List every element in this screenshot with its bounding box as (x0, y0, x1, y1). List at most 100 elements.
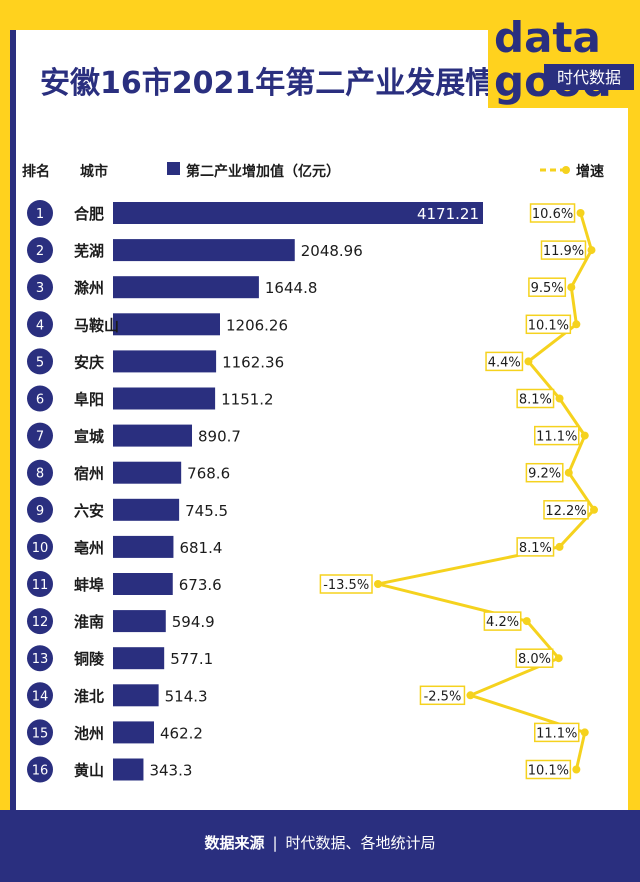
rank-number: 9 (36, 504, 44, 519)
growth-label: -13.5% (323, 578, 369, 593)
city-label: 马鞍山 (74, 316, 119, 334)
growth-point (522, 617, 531, 626)
chart: 排名 城市 第二产业增加值（亿元） 增速 4171.212048.961644.… (22, 162, 604, 783)
growth-label: 4.2% (486, 615, 519, 630)
bar-value-label: 890.7 (198, 428, 241, 446)
city-label: 合肥 (73, 205, 104, 223)
legend-bar-swatch (167, 162, 180, 175)
bar-value-label: 768.6 (187, 465, 230, 483)
bar-value-label: 4171.21 (417, 205, 479, 223)
bar-value-label: 343.3 (149, 762, 192, 780)
bar (113, 202, 483, 224)
bar (113, 461, 182, 484)
city-label: 蚌埠 (74, 576, 104, 594)
rank-number: 11 (32, 578, 49, 593)
growth-label-box (419, 685, 466, 706)
bar-value-label: 577.1 (170, 650, 213, 668)
growth-label: 9.5% (531, 281, 564, 296)
chart-title: 安徽16市2021年第二产业发展情况 (40, 66, 526, 101)
growth-point (374, 580, 382, 588)
bar (113, 424, 193, 447)
growth-label-box (319, 574, 373, 594)
card-left-accent (10, 30, 16, 810)
rank-number: 8 (36, 467, 44, 482)
footer (0, 810, 640, 882)
rank-badge (27, 571, 53, 597)
bar (113, 239, 295, 262)
growth-label: 8.1% (519, 393, 552, 408)
growth-label-box (516, 537, 555, 557)
growth-point (580, 431, 589, 440)
growth-label: 10.1% (528, 764, 569, 779)
bar-value-label: 594.9 (172, 613, 215, 631)
rank-badge (27, 311, 53, 338)
bar (113, 721, 154, 744)
city-label: 淮南 (74, 613, 104, 631)
growth-label-box (529, 203, 576, 223)
footer-source-value: 时代数据、各地统计局 (285, 834, 436, 852)
growth-label-box (525, 462, 564, 483)
bar (113, 758, 144, 781)
growth-label: 12.2% (545, 504, 586, 519)
logo-badge-bg (544, 64, 634, 90)
rank-badge (27, 496, 53, 523)
bar (113, 387, 216, 410)
city-label: 黄山 (74, 762, 104, 780)
growth-point (466, 691, 475, 700)
rank-number: 12 (32, 615, 49, 630)
bar-value-label: 514.3 (165, 687, 208, 705)
logo-text-top: data (494, 13, 601, 62)
rank-number: 4 (36, 318, 44, 333)
growth-label-box (515, 648, 554, 668)
growth-label-box (483, 611, 522, 631)
growth-label: 11.1% (536, 430, 577, 445)
chart-card (10, 30, 628, 810)
rank-badge (27, 719, 53, 746)
rank-number: 6 (36, 393, 44, 408)
growth-label-box (525, 759, 572, 780)
growth-point (567, 283, 576, 292)
rank-number: 14 (32, 689, 49, 704)
footer-source-label: 数据来源 (204, 834, 265, 852)
bar (113, 684, 159, 707)
city-header: 城市 (80, 163, 108, 180)
rank-number: 3 (36, 281, 44, 296)
growth-point (576, 209, 585, 217)
city-label: 池州 (74, 724, 104, 742)
growth-label: 10.6% (532, 207, 573, 222)
growth-point (555, 542, 564, 551)
bar (113, 276, 259, 299)
rank-badge (27, 422, 53, 449)
bar-value-label: 1151.2 (221, 391, 274, 409)
growth-point (524, 357, 533, 366)
city-label: 安庆 (74, 353, 104, 371)
growth-label: 8.0% (518, 652, 551, 667)
growth-label-box (534, 722, 580, 743)
rank-number: 10 (32, 541, 49, 556)
rank-badge (27, 237, 53, 264)
rank-number: 1 (36, 207, 44, 222)
bar (113, 350, 217, 373)
growth-line-layer: 10.6% 11.9% 9.5% 10.1% 4.4% 8.1% 11.1% 9.2% 12.2… (319, 203, 598, 780)
growth-point (564, 468, 573, 477)
legend-line-label: 增速 (576, 163, 604, 180)
footer-separator: | (272, 834, 278, 852)
logo-badge-text: 时代数据 (557, 68, 621, 87)
city-label: 六安 (74, 502, 104, 520)
footer-source: 数据来源 | 时代数据、各地统计局 (0, 832, 640, 853)
rank-number: 5 (36, 355, 44, 370)
legend-bar-label: 第二产业增加值（亿元） (186, 163, 340, 180)
rank-badge (27, 682, 53, 709)
growth-label-box (485, 351, 524, 372)
bar (113, 535, 174, 558)
rank-number: 13 (32, 652, 49, 667)
growth-label: -2.5% (424, 689, 462, 704)
growth-label: 11.9% (543, 244, 584, 259)
city-label: 滁州 (74, 279, 104, 297)
city-label: 铜陵 (74, 650, 105, 668)
city-label: 阜阳 (74, 391, 104, 409)
bar-value-label: 1644.8 (265, 279, 318, 297)
rank-number: 15 (32, 726, 49, 741)
growth-point (590, 505, 598, 514)
growth-label: 4.4% (488, 355, 521, 370)
